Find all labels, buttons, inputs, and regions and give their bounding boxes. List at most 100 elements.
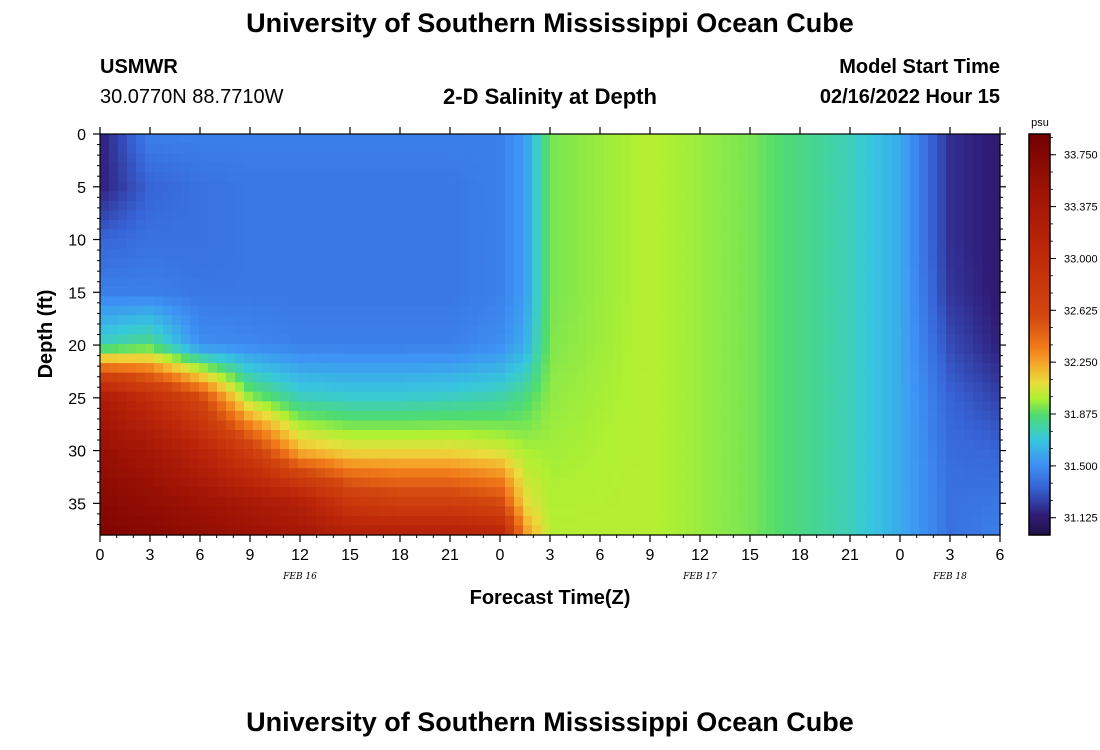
- heatmap-cell: [208, 324, 218, 336]
- heatmap-cell: [226, 315, 236, 326]
- heatmap-cell: [388, 372, 398, 383]
- heatmap-cell: [379, 515, 389, 527]
- heatmap-cell: [586, 134, 596, 145]
- heatmap-cell: [370, 229, 380, 240]
- heatmap-cell: [586, 239, 596, 250]
- heatmap-cell: [415, 172, 425, 183]
- heatmap-cell: [226, 296, 236, 307]
- heatmap-cell: [127, 401, 137, 412]
- heatmap-cell: [667, 344, 677, 355]
- heatmap-cell: [874, 382, 884, 393]
- heatmap-cell: [928, 229, 938, 240]
- heatmap-cell: [235, 229, 245, 240]
- heatmap-cell: [550, 515, 560, 527]
- heatmap-cell: [235, 258, 245, 269]
- heatmap-cell: [712, 372, 722, 383]
- heatmap-cell: [343, 172, 353, 183]
- heatmap-cell: [172, 391, 182, 402]
- heatmap-cell: [658, 219, 668, 231]
- heatmap-cell: [577, 449, 587, 460]
- heatmap-cell: [361, 134, 371, 145]
- heatmap-cell: [433, 487, 443, 498]
- x-tick-label: 21: [841, 547, 859, 564]
- heatmap-cell: [289, 506, 299, 517]
- heatmap-cell: [145, 181, 155, 192]
- heatmap-cell: [109, 229, 119, 240]
- heatmap-cell: [190, 191, 200, 202]
- heatmap-cell: [568, 353, 578, 364]
- heatmap-cell: [622, 334, 632, 345]
- heatmap-cell: [316, 219, 326, 231]
- heatmap-cell: [613, 439, 623, 450]
- heatmap-cell: [388, 296, 398, 307]
- heatmap-cell: [892, 334, 902, 345]
- heatmap-cell: [856, 286, 866, 297]
- heatmap-cell: [154, 248, 164, 259]
- heatmap-cell: [838, 277, 848, 288]
- heatmap-cell: [928, 258, 938, 269]
- heatmap-cell: [496, 382, 506, 393]
- heatmap-cell: [325, 191, 335, 202]
- heatmap-cell: [460, 258, 470, 269]
- heatmap-cell: [712, 487, 722, 498]
- heatmap-cell: [145, 134, 155, 145]
- heatmap-cell: [118, 372, 128, 383]
- heatmap-cell: [829, 458, 839, 469]
- heatmap-cell: [109, 382, 119, 393]
- heatmap-cell: [433, 134, 443, 145]
- heatmap-cell: [856, 420, 866, 431]
- heatmap-cell: [469, 401, 479, 412]
- heatmap-cell: [532, 439, 542, 450]
- heatmap-cell: [226, 172, 236, 183]
- heatmap-cell: [235, 420, 245, 431]
- heatmap-cell: [505, 334, 515, 345]
- heatmap-cell: [433, 353, 443, 364]
- heatmap-cell: [172, 181, 182, 192]
- heatmap-cell: [838, 401, 848, 412]
- heatmap-cell: [433, 305, 443, 317]
- heatmap-cell: [298, 162, 308, 173]
- heatmap-cell: [892, 191, 902, 202]
- heatmap-cell: [136, 153, 146, 164]
- heatmap-cell: [874, 401, 884, 412]
- heatmap-cell: [415, 143, 425, 154]
- heatmap-cell: [271, 334, 281, 345]
- heatmap-cell: [667, 468, 677, 479]
- heatmap-cell: [415, 487, 425, 498]
- heatmap-cell: [649, 363, 659, 374]
- heatmap-cell: [757, 353, 767, 364]
- heatmap-cell: [352, 277, 362, 288]
- heatmap-cell: [577, 391, 587, 402]
- heatmap-cell: [505, 525, 515, 536]
- heatmap-cell: [424, 239, 434, 250]
- heatmap-cell: [253, 439, 263, 450]
- heatmap-cell: [838, 181, 848, 192]
- heatmap-cell: [865, 296, 875, 307]
- heatmap-cell: [487, 162, 497, 173]
- heatmap-cell: [757, 363, 767, 374]
- heatmap-cell: [316, 277, 326, 288]
- heatmap-cell: [226, 143, 236, 154]
- heatmap-cell: [262, 305, 272, 317]
- heatmap-cell: [775, 248, 785, 259]
- heatmap-cell: [469, 487, 479, 498]
- heatmap-cell: [892, 401, 902, 412]
- heatmap-cell: [847, 458, 857, 469]
- heatmap-cell: [676, 286, 686, 297]
- heatmap-cell: [775, 229, 785, 240]
- heatmap-cell: [613, 429, 623, 441]
- heatmap-cell: [199, 315, 209, 326]
- heatmap-cell: [595, 305, 605, 317]
- heatmap-cell: [514, 181, 524, 192]
- heatmap-cell: [730, 296, 740, 307]
- heatmap-cell: [982, 525, 992, 536]
- heatmap-cell: [244, 468, 254, 479]
- heatmap-cell: [685, 391, 695, 402]
- heatmap-cell: [298, 363, 308, 374]
- heatmap-cell: [964, 439, 974, 450]
- heatmap-cell: [100, 324, 110, 336]
- heatmap-cell: [334, 210, 344, 221]
- heatmap-cell: [757, 305, 767, 317]
- heatmap-cell: [505, 401, 515, 412]
- heatmap-cell: [451, 420, 461, 431]
